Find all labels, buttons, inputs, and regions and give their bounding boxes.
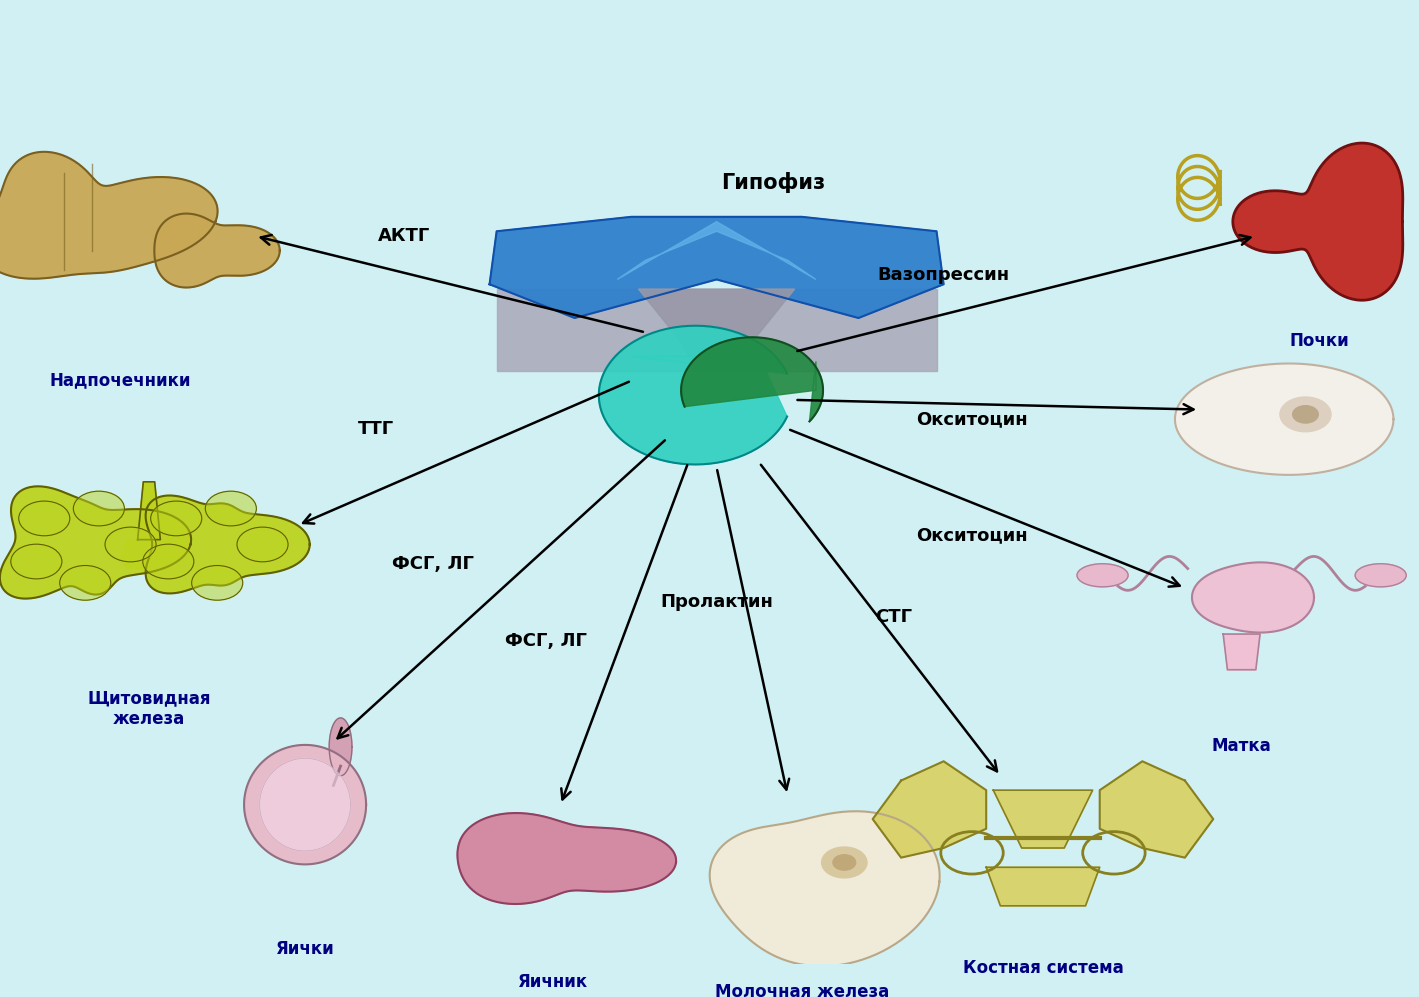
Polygon shape bbox=[0, 487, 192, 598]
Text: АКТГ: АКТГ bbox=[379, 227, 430, 245]
FancyArrowPatch shape bbox=[717, 471, 789, 790]
Polygon shape bbox=[1223, 634, 1260, 670]
Ellipse shape bbox=[1355, 563, 1406, 587]
Circle shape bbox=[150, 501, 201, 535]
Text: Гипофиз: Гипофиз bbox=[721, 171, 826, 192]
Text: СТГ: СТГ bbox=[876, 608, 912, 626]
FancyArrowPatch shape bbox=[797, 235, 1250, 351]
Polygon shape bbox=[986, 867, 1100, 906]
Polygon shape bbox=[1175, 364, 1393, 475]
FancyArrowPatch shape bbox=[761, 465, 998, 772]
Polygon shape bbox=[244, 745, 366, 864]
Circle shape bbox=[192, 565, 243, 600]
Circle shape bbox=[206, 492, 257, 525]
Polygon shape bbox=[138, 482, 160, 539]
Circle shape bbox=[18, 501, 70, 535]
Polygon shape bbox=[457, 813, 675, 904]
Circle shape bbox=[105, 527, 156, 561]
Circle shape bbox=[143, 544, 194, 579]
FancyArrowPatch shape bbox=[338, 441, 666, 738]
Polygon shape bbox=[873, 762, 986, 857]
Polygon shape bbox=[1233, 144, 1403, 300]
Circle shape bbox=[11, 544, 62, 579]
Polygon shape bbox=[497, 289, 937, 371]
Text: Матка: Матка bbox=[1212, 737, 1271, 755]
Ellipse shape bbox=[1077, 563, 1128, 587]
Polygon shape bbox=[1192, 562, 1314, 632]
Polygon shape bbox=[710, 812, 939, 966]
Polygon shape bbox=[681, 337, 823, 422]
Polygon shape bbox=[121, 539, 177, 568]
Text: Почки: Почки bbox=[1290, 332, 1349, 351]
Text: Яичник: Яичник bbox=[518, 973, 589, 991]
Circle shape bbox=[60, 565, 111, 600]
FancyArrowPatch shape bbox=[562, 466, 687, 800]
Polygon shape bbox=[0, 152, 217, 279]
Text: Окситоцин: Окситоцин bbox=[917, 525, 1027, 543]
Text: Окситоцин: Окситоцин bbox=[917, 410, 1027, 428]
Polygon shape bbox=[599, 326, 788, 465]
Circle shape bbox=[237, 527, 288, 561]
Text: Костная система: Костная система bbox=[962, 959, 1124, 977]
FancyArrowPatch shape bbox=[790, 430, 1179, 586]
FancyArrowPatch shape bbox=[261, 235, 643, 332]
Circle shape bbox=[74, 492, 125, 525]
Text: Яички: Яички bbox=[275, 939, 335, 957]
FancyArrowPatch shape bbox=[304, 382, 629, 523]
Text: Вазопрессин: Вазопрессин bbox=[877, 265, 1010, 283]
Polygon shape bbox=[146, 496, 309, 593]
Polygon shape bbox=[260, 759, 350, 850]
Circle shape bbox=[1293, 406, 1318, 423]
Polygon shape bbox=[639, 289, 795, 361]
Circle shape bbox=[833, 854, 856, 870]
Text: Надпочечники: Надпочечники bbox=[50, 371, 192, 389]
Polygon shape bbox=[1100, 762, 1213, 857]
Circle shape bbox=[822, 847, 867, 878]
Polygon shape bbox=[490, 216, 944, 318]
Text: ФСГ, ЛГ: ФСГ, ЛГ bbox=[392, 554, 474, 572]
Text: Молочная железа: Молочная железа bbox=[715, 983, 888, 997]
Text: Щитовидная
железа: Щитовидная железа bbox=[87, 689, 211, 728]
Polygon shape bbox=[155, 213, 280, 287]
Circle shape bbox=[1280, 397, 1331, 432]
Polygon shape bbox=[993, 791, 1093, 848]
Text: Пролактин: Пролактин bbox=[660, 593, 773, 611]
Text: ФСГ, ЛГ: ФСГ, ЛГ bbox=[505, 632, 587, 650]
Polygon shape bbox=[329, 718, 352, 776]
Polygon shape bbox=[617, 221, 816, 279]
FancyArrowPatch shape bbox=[797, 400, 1193, 414]
Text: ТТГ: ТТГ bbox=[358, 420, 394, 438]
